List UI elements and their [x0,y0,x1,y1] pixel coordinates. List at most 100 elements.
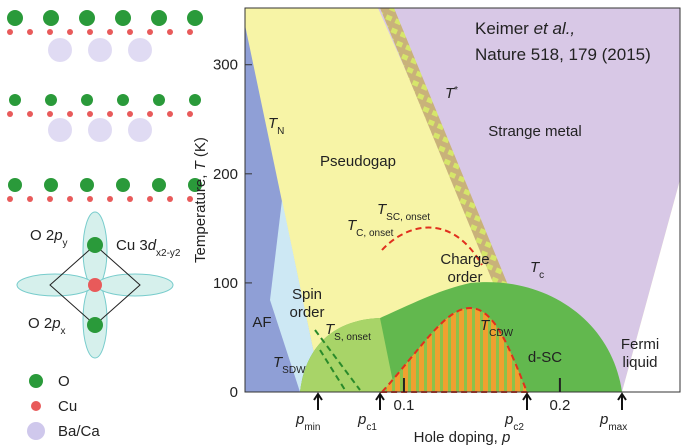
o-atom [87,237,103,253]
atom [88,118,112,142]
atom [152,178,166,192]
region-label: TSC, onset [377,201,430,223]
region-label: Charge [440,251,489,268]
region-label: Tc [530,259,544,281]
x-axis-title-part: Hole doping, [414,429,502,446]
doping-marker-part: c2 [513,422,524,433]
atom [107,196,113,202]
orbital [96,273,174,297]
atom [79,10,95,26]
legend-baca [27,422,45,440]
region-label: order [289,304,324,321]
plot-frame [244,7,681,393]
doping-marker-part: max [608,422,627,433]
charge-order-dome [379,306,529,393]
region-label-part: T [480,317,491,334]
doping-marker-part: c1 [366,422,377,433]
atom [48,118,72,142]
atom [167,111,173,117]
atom [167,29,173,35]
spin-onset-line [314,329,361,391]
region-label: AF [252,314,271,331]
legend-label: Ba/Ca [58,423,100,440]
region-label-part: order [447,269,482,286]
citation-author: Keimer [475,19,534,38]
region-label-part: liquid [622,354,657,371]
region-label-part: T [377,201,388,218]
legend-cu [31,401,41,411]
legend-label: O [58,373,70,390]
region-label-part: Strange metal [488,123,581,140]
atom [47,29,53,35]
atom [187,10,203,26]
region-label-part: SDW [282,365,306,376]
atom [189,94,201,106]
region-label-part: CDW [489,328,513,339]
atom [27,111,33,117]
atom [67,196,73,202]
region-label: d-SC [528,349,562,366]
atom [87,29,93,35]
strange-metal-region [378,8,680,392]
atom [44,178,58,192]
atom [45,94,57,106]
y-tick-label: 0 [230,384,238,401]
y-tick-label: 200 [213,166,238,183]
legend-label: Cu [58,398,77,415]
atom [167,196,173,202]
atom [80,178,94,192]
region-label-part: AF [252,314,271,331]
region-label-part: N [277,126,284,137]
atom [127,111,133,117]
region-label-part: Fermi [621,336,659,353]
doping-marker-part: p [504,411,513,428]
atom [187,29,193,35]
orbital-label: O 2py [30,227,68,249]
region-label-part: order [289,304,324,321]
atom [187,111,193,117]
x-tick-label: 0.2 [549,397,570,414]
atom [27,196,33,202]
region-label-part: Charge [440,251,489,268]
y-axis-title: Temperature, T (K) [192,137,209,263]
legend-o [29,374,43,388]
region-label: Fermi [621,336,659,353]
region-label: TCDW [480,317,514,339]
atom [81,94,93,106]
atom [115,10,131,26]
region-label: TN [268,115,284,137]
atom [107,29,113,35]
atom [27,29,33,35]
atom [48,38,72,62]
atom [127,29,133,35]
orbital-label-part: O 2 [28,315,52,332]
atom [151,10,167,26]
atom [7,111,13,117]
region-label: Pseudogap [320,153,396,170]
region-label-part: Pseudogap [320,153,396,170]
y-axis-title-part: T [192,159,209,170]
atom [47,196,53,202]
orbital-label-part: d [148,237,157,254]
region-label: liquid [622,354,657,371]
atom [117,94,129,106]
region-label-part: C, onset [356,228,393,239]
region-label: Spin [292,286,322,303]
x-axis-title-part: p [501,429,510,446]
region-label-part: S, onset [334,332,371,343]
tc-onset-line [381,226,483,266]
atom [43,10,59,26]
y-axis-title-part: Temperature, [192,170,209,263]
doping-marker-part: p [357,411,366,428]
region-label-part: c [539,270,544,281]
region-label-part: d-SC [528,349,562,366]
doping-marker-part: p [599,411,608,428]
region-label-part: Spin [292,286,322,303]
x-axis-title: Hole doping, p [414,429,511,446]
atom [87,196,93,202]
region-label: Strange metal [488,123,581,140]
marker-arrow [522,392,532,410]
doping-marker: pc2 [504,411,524,433]
spin-region [270,200,322,392]
